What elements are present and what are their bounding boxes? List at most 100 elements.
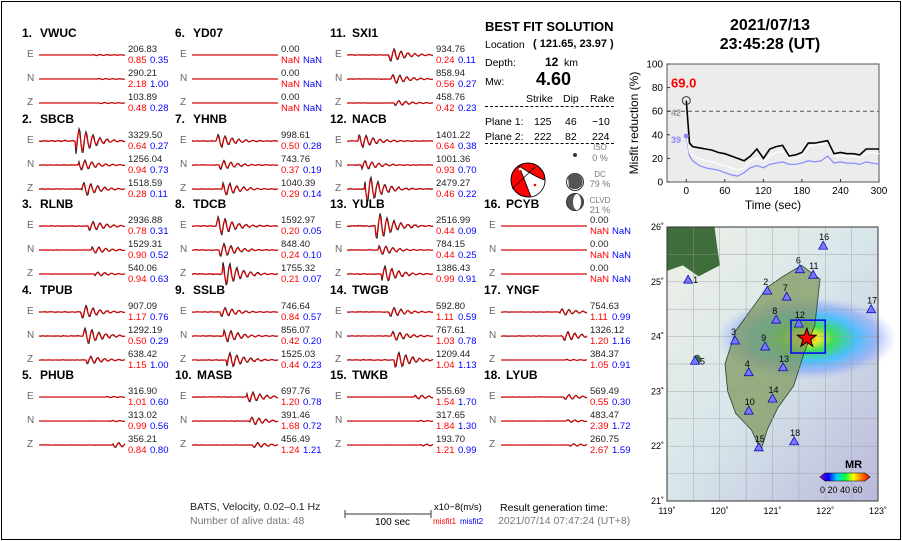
- peak-amplitude: 260.75: [590, 434, 619, 445]
- peak-amplitude: 0.00: [590, 215, 609, 226]
- clvd-icon: [565, 192, 585, 212]
- misfit1-value: 2.67: [590, 445, 609, 456]
- station-number: 18: [790, 428, 800, 438]
- synthetic-trace: [347, 50, 433, 60]
- synthetic-trace: [347, 309, 433, 316]
- misfit2-value: 0.57: [303, 312, 322, 323]
- misfit2-value: 1.21: [303, 445, 322, 456]
- best-value-label: 69.0: [671, 76, 696, 91]
- synthetic-trace: [39, 443, 125, 447]
- station-title: 7.: [175, 112, 185, 126]
- component-label: N: [27, 244, 34, 255]
- component-label: E: [180, 391, 187, 402]
- misfit1-value: 1.04: [436, 360, 455, 371]
- misfit1-value: 0.28: [128, 189, 147, 200]
- misfit1-value: 0.29: [281, 189, 300, 200]
- misfit1-value: NaN: [590, 226, 609, 237]
- component-label: E: [335, 220, 342, 231]
- component-label: Z: [335, 439, 341, 450]
- component-label: Z: [27, 183, 33, 194]
- synthetic-trace: [192, 393, 278, 400]
- component-label: Z: [489, 268, 495, 279]
- misfit1-value: 0.44: [436, 250, 455, 261]
- station-name: MASB: [197, 368, 232, 382]
- synthetic-trace: [39, 248, 125, 253]
- component-label: E: [335, 49, 342, 60]
- component-label: Z: [27, 354, 33, 365]
- peak-amplitude: 0.00: [281, 44, 300, 55]
- peak-amplitude: 1256.04: [128, 154, 162, 165]
- misfit2-value: 0.11: [458, 55, 476, 66]
- misfit1-value: 1.20: [590, 336, 609, 347]
- peak-amplitude: 316.90: [128, 386, 157, 397]
- misfit2-value: 0.25: [458, 250, 477, 261]
- peak-amplitude: 458.76: [436, 92, 465, 103]
- plane2-dip: 82: [565, 131, 577, 143]
- station-name: TPUB: [40, 283, 73, 297]
- clvd-label: CLVD: [586, 196, 614, 205]
- y-tick-label: 0: [657, 178, 663, 189]
- misfit2-value: 0.72: [303, 421, 322, 432]
- station-name: NACB: [352, 112, 387, 126]
- plane2-rake: 224: [592, 131, 610, 143]
- peak-amplitude: 3329.50: [128, 130, 162, 141]
- peak-amplitude: 1386.43: [436, 263, 470, 274]
- component-label: E: [335, 135, 342, 146]
- misfit1-value: 0.64: [436, 141, 455, 152]
- peak-amplitude: 1518.59: [128, 178, 162, 189]
- misfit2-value: 0.52: [150, 250, 169, 261]
- peak-amplitude: 1001.36: [436, 154, 470, 165]
- peak-amplitude: 555.69: [436, 386, 465, 397]
- misfit1-value: 2.39: [590, 421, 609, 432]
- misfit1-value: 0.90: [128, 250, 147, 261]
- component-label: Z: [180, 268, 186, 279]
- station-number: 13: [779, 354, 789, 364]
- synthetic-trace: [192, 266, 278, 283]
- peak-amplitude: 1040.39: [281, 178, 315, 189]
- component-label: E: [27, 220, 34, 231]
- station-name: YD07: [193, 26, 223, 40]
- component-label: E: [180, 135, 187, 146]
- misfit1-value: 0.55: [590, 397, 609, 408]
- synthetic-trace: [192, 184, 278, 194]
- location-value: ( 121.65, 23.97 ): [533, 38, 614, 50]
- lon-tick-label: 121˚: [763, 506, 781, 516]
- misfit2-value: 0.38: [458, 141, 477, 152]
- misfit1-value: 1.84: [436, 421, 455, 432]
- component-label: E: [335, 306, 342, 317]
- peak-amplitude: 0.00: [590, 263, 609, 274]
- synthetic-trace: [39, 330, 125, 341]
- depth-label: Depth:: [485, 57, 516, 69]
- component-label: Z: [27, 439, 33, 450]
- component-label: Z: [335, 354, 341, 365]
- col-rake: Rake: [590, 93, 615, 105]
- peak-amplitude: 193.70: [436, 434, 465, 445]
- synthetic-trace: [192, 443, 278, 447]
- lon-tick-label: 123˚: [869, 506, 887, 516]
- station-title: 15.: [330, 368, 347, 382]
- misfit1-value: 0.42: [281, 336, 300, 347]
- depth-value: 12: [545, 55, 558, 69]
- peak-amplitude: 0.00: [281, 68, 300, 79]
- units-label: x10−8(m/s): [434, 502, 482, 513]
- event-date: 2021/07/13: [690, 17, 850, 35]
- waveform-trace: [347, 430, 435, 460]
- synthetic-trace: [347, 247, 433, 254]
- misfit2-value: 0.09: [458, 226, 477, 237]
- x-tick-label: 120: [755, 186, 772, 197]
- station-number: 10: [745, 397, 755, 407]
- peak-amplitude: 784.15: [436, 239, 465, 250]
- location-label: Location: [485, 39, 525, 51]
- misfit1-value: 1.11: [590, 312, 608, 323]
- synthetic-trace: [39, 55, 125, 56]
- synthetic-trace: [347, 269, 433, 280]
- misfit2-value: 1.00: [150, 79, 169, 90]
- component-label: Z: [27, 268, 33, 279]
- plane1-dip: 46: [565, 116, 577, 128]
- misfit2-value: 0.76: [150, 312, 169, 323]
- misfit1-value: 0.48: [128, 103, 147, 114]
- component-label: N: [180, 73, 187, 84]
- synthetic-trace: [501, 444, 587, 446]
- event-time: 23:45:28 (UT): [680, 36, 860, 54]
- station-name: LYUB: [506, 368, 538, 382]
